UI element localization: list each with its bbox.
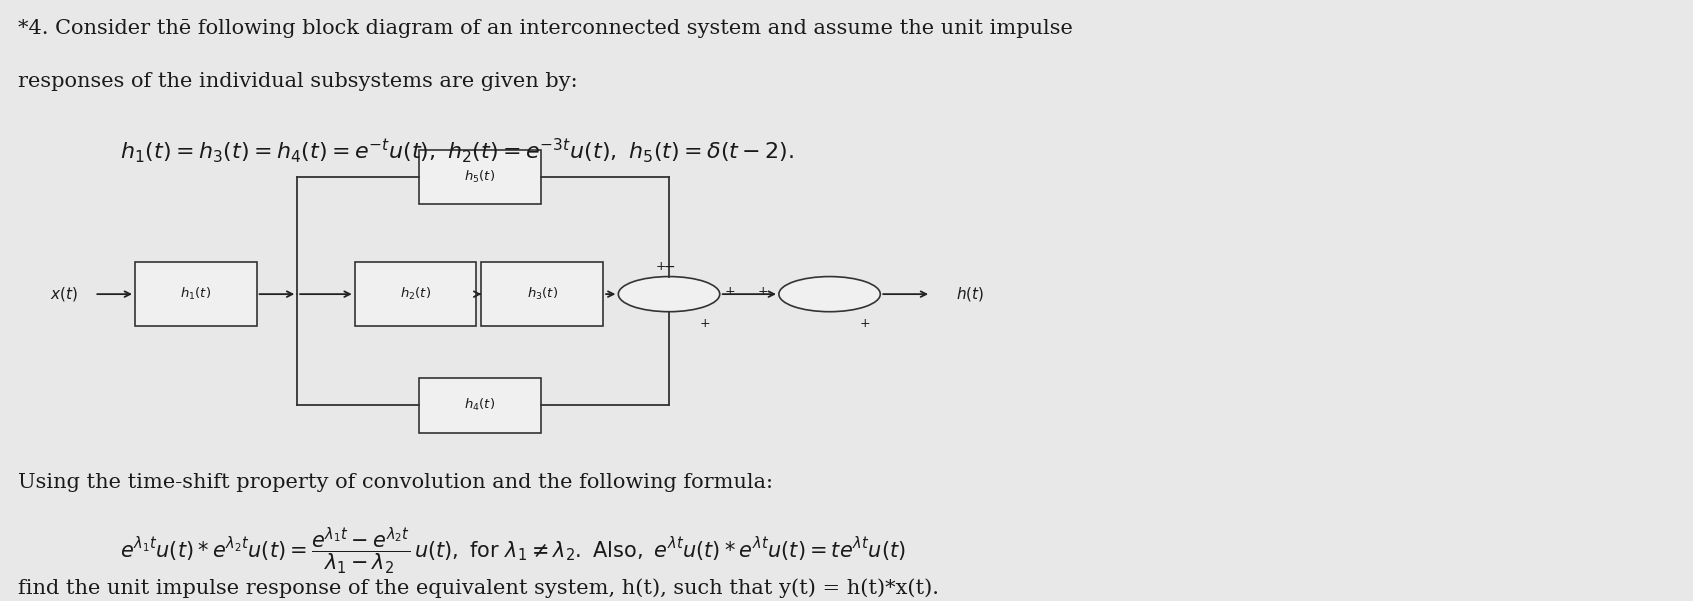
Text: $h(t)$: $h(t)$ — [957, 285, 985, 303]
Text: $h_4(t)$: $h_4(t)$ — [464, 397, 496, 413]
Text: Using the time-shift property of convolution and the following formula:: Using the time-shift property of convolu… — [19, 473, 774, 492]
Text: $x(t)$: $x(t)$ — [49, 285, 78, 303]
FancyBboxPatch shape — [418, 378, 540, 433]
Text: $e^{\lambda_1 t}u(t) * e^{\lambda_2 t}u(t) = \dfrac{e^{\lambda_1 t}-e^{\lambda_2: $e^{\lambda_1 t}u(t) * e^{\lambda_2 t}u(… — [120, 525, 906, 577]
Text: +: + — [758, 285, 769, 297]
Text: *4. Consider thē following block diagram of an interconnected system and assume : *4. Consider thē following block diagram… — [19, 19, 1073, 38]
Text: $h_1(t)$: $h_1(t)$ — [179, 286, 212, 302]
Text: $h_1(t) = h_3(t) = h_4(t) = e^{-t}u(t),\ h_2(t) = e^{-3t}u(t),\ h_5(t) = \delta(: $h_1(t) = h_3(t) = h_4(t) = e^{-t}u(t),\… — [120, 136, 794, 165]
Text: $h_3(t)$: $h_3(t)$ — [527, 286, 557, 302]
Text: responses of the individual subsystems are given by:: responses of the individual subsystems a… — [19, 72, 577, 91]
Circle shape — [779, 276, 880, 312]
FancyBboxPatch shape — [418, 150, 540, 204]
Circle shape — [618, 276, 720, 312]
FancyBboxPatch shape — [135, 262, 257, 326]
Text: +: + — [655, 260, 665, 273]
Text: find the unit impulse response of the equivalent system, h(t), such that y(t) = : find the unit impulse response of the eq… — [19, 578, 940, 598]
Text: +: + — [725, 285, 735, 297]
Text: $h_2(t)$: $h_2(t)$ — [400, 286, 432, 302]
Text: −: − — [664, 260, 676, 273]
FancyBboxPatch shape — [354, 262, 476, 326]
Text: +: + — [699, 317, 709, 330]
Text: $h_5(t)$: $h_5(t)$ — [464, 169, 496, 185]
FancyBboxPatch shape — [481, 262, 603, 326]
Text: +: + — [860, 317, 870, 330]
